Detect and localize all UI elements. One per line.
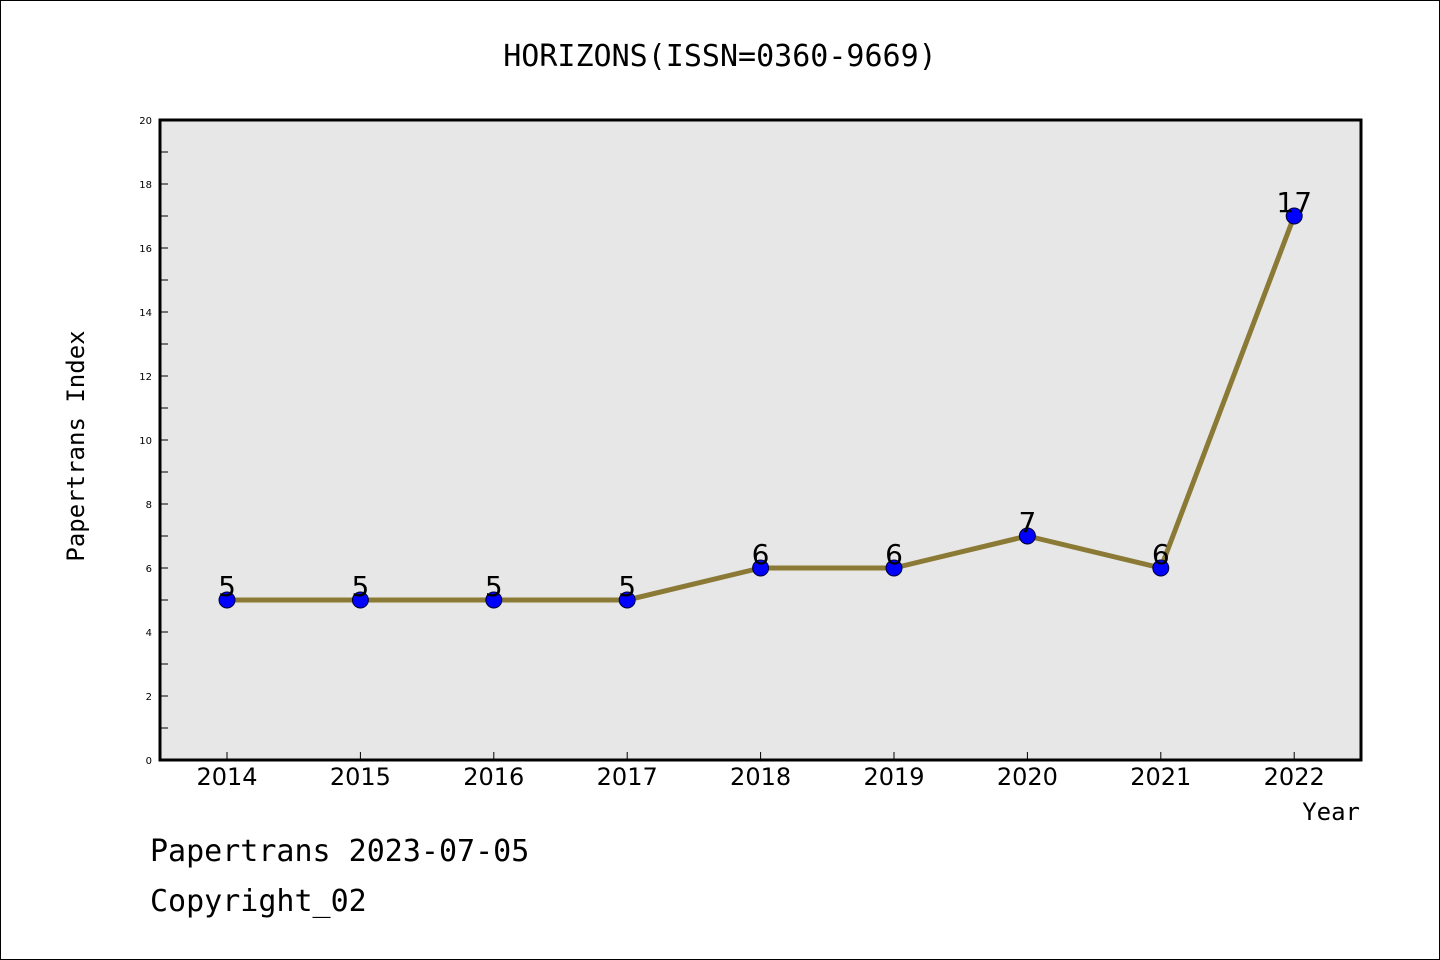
chart-title: HORIZONS(ISSN=0360-9669) xyxy=(503,39,936,74)
x-tick-label: 2015 xyxy=(330,763,391,791)
x-axis: 2014 2015 2016 2017 2018 2019 2020 2021 2022 xyxy=(196,752,1325,791)
y-tick-label: 16 xyxy=(139,244,152,255)
data-point xyxy=(618,591,636,609)
y-tick-label: 6 xyxy=(146,564,152,575)
x-tick-label: 2014 xyxy=(196,763,257,791)
x-tick-label: 2018 xyxy=(730,763,791,791)
data-point xyxy=(1152,559,1170,577)
y-axis-label: Papertrans Index xyxy=(62,330,90,561)
y-tick-label: 14 xyxy=(139,308,152,319)
footer-copyright-line: Copyright_02 xyxy=(150,884,367,919)
y-tick-label: 4 xyxy=(146,628,152,639)
x-tick-label: 2019 xyxy=(863,763,924,791)
data-label: 5 xyxy=(485,570,503,603)
data-label: 17 xyxy=(1276,186,1312,219)
data-labels: 5 5 5 5 6 6 7 6 17 xyxy=(218,186,1312,603)
plot-area xyxy=(158,118,1363,762)
y-tick-label: 18 xyxy=(139,180,152,191)
x-axis-label: Year xyxy=(1302,798,1360,826)
y-tick-label: 20 xyxy=(139,116,152,127)
y-axis: 0 2 4 6 8 10 12 14 16 18 20 xyxy=(139,116,168,767)
y-tick-label: 12 xyxy=(139,372,152,383)
x-tick-label: 2022 xyxy=(1264,763,1325,791)
y-tick-label: 10 xyxy=(139,436,152,447)
y-tick-label: 0 xyxy=(146,756,152,767)
data-point xyxy=(1285,207,1303,225)
data-label: 6 xyxy=(1152,538,1170,571)
data-label: 6 xyxy=(752,538,770,571)
data-label: 6 xyxy=(885,538,903,571)
x-tick-label: 2020 xyxy=(997,763,1058,791)
data-point xyxy=(485,591,503,609)
y-tick-label: 8 xyxy=(146,500,152,511)
data-point xyxy=(752,559,770,577)
x-tick-label: 2016 xyxy=(463,763,524,791)
x-tick-label: 2021 xyxy=(1130,763,1191,791)
y-tick-label: 2 xyxy=(146,692,152,703)
series-markers xyxy=(218,207,1303,609)
data-point xyxy=(1018,527,1036,545)
data-label: 5 xyxy=(618,570,636,603)
x-tick-label: 2017 xyxy=(597,763,658,791)
data-label: 5 xyxy=(218,570,236,603)
data-point xyxy=(351,591,369,609)
data-label: 7 xyxy=(1018,506,1036,539)
data-point xyxy=(218,591,236,609)
data-label: 5 xyxy=(351,570,369,603)
data-point xyxy=(885,559,903,577)
footer-date-line: Papertrans 2023-07-05 xyxy=(150,834,530,869)
